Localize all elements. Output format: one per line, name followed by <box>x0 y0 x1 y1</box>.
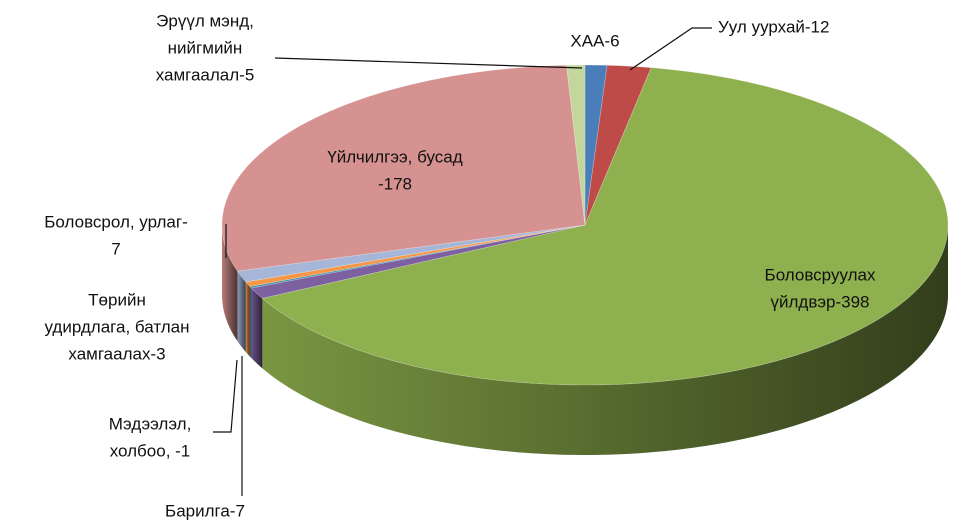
data-label: Барилга-7 <box>165 501 245 520</box>
data-label: хамгаалал-5 <box>156 65 255 84</box>
slice-side <box>237 271 246 352</box>
data-label: 7 <box>111 239 120 258</box>
data-label: холбоо, -1 <box>110 441 191 460</box>
pie-tops <box>221 64 949 386</box>
pie-sides <box>222 225 948 455</box>
data-label: Төрийн <box>88 290 146 309</box>
data-label: удирдлага, батлан <box>44 317 189 336</box>
pie-slice <box>221 64 586 272</box>
pie-slice <box>261 67 949 386</box>
slice-side <box>245 281 250 357</box>
leader-line <box>629 27 712 71</box>
data-label: хамгаалах-3 <box>68 344 165 363</box>
slice-side <box>262 225 948 455</box>
data-label: Боловсрол, урлаг- <box>44 212 187 231</box>
pie-slice <box>566 64 586 226</box>
data-label: ХАА-6 <box>570 31 619 50</box>
pie-slice <box>584 64 652 226</box>
leader-line <box>274 57 583 69</box>
data-label: Эрүүл мэнд, <box>156 11 254 30</box>
leader-line <box>213 359 238 433</box>
data-label: Мэдээлэл, <box>109 414 192 433</box>
slice-side <box>251 288 263 369</box>
data-label: Уул уурхай-12 <box>718 17 829 36</box>
data-label: нийгмийн <box>168 38 243 57</box>
pie-slice <box>250 224 586 299</box>
data-label: -178 <box>378 174 412 193</box>
labels: ХАА-6 Уул уурхай-12 Боловсруулах үйлдвэр-39… <box>44 11 876 520</box>
pie-slice <box>236 224 586 283</box>
data-label: үйлдвэр-398 <box>770 292 869 311</box>
data-label: Үйлчилгээ, бусад <box>327 147 462 166</box>
slice-side <box>249 286 252 359</box>
data-label: Боловсруулах <box>765 265 876 284</box>
